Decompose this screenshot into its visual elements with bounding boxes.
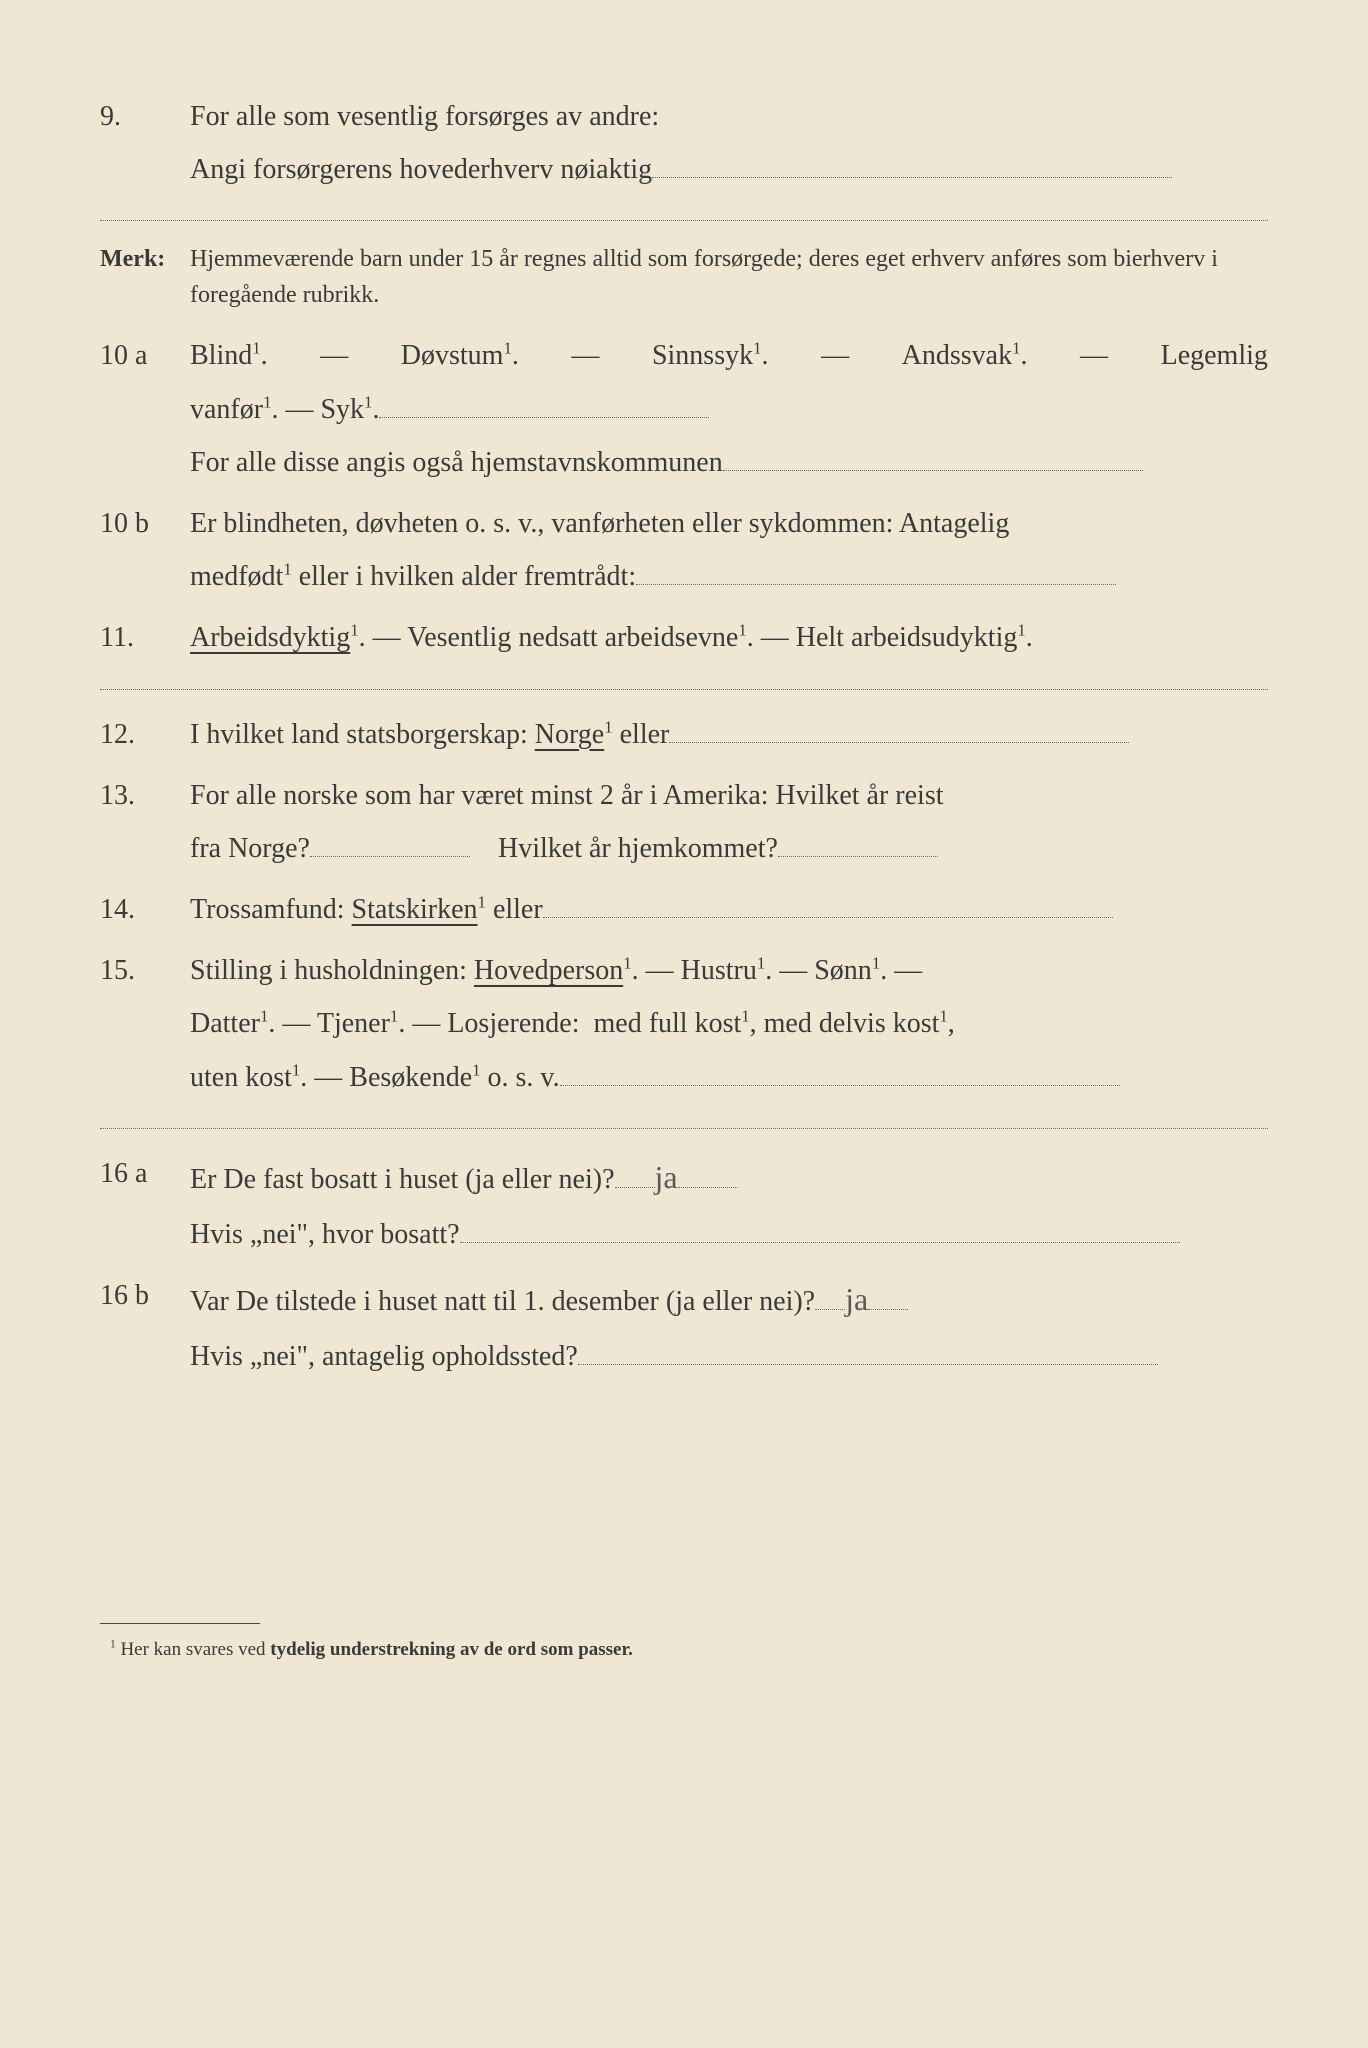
footnote: 1 Her kan svares ved tydelig understrekn… [100, 1632, 1268, 1668]
text-line: medfødt1 eller i hvilken alder fremtrådt… [190, 550, 1268, 603]
question-9: 9. For alle som vesentlig forsørges av a… [100, 90, 1268, 196]
fill-line [815, 1282, 845, 1310]
divider [100, 1128, 1268, 1129]
question-body: Stilling i husholdningen: Hovedperson1. … [190, 944, 1268, 1104]
merk-label: Merk: [100, 241, 190, 313]
fill-line [460, 1215, 1180, 1243]
fill-line [678, 1160, 738, 1188]
text-line: Hvis „nei", hvor bosatt? [190, 1208, 1268, 1261]
fill-line [560, 1058, 1120, 1086]
fill-line [379, 390, 709, 418]
fill-line [578, 1337, 1158, 1365]
question-body: Arbeidsdyktig1. — Vesentlig nedsatt arbe… [190, 611, 1268, 664]
question-body: Er De fast bosatt i huset (ja eller nei)… [190, 1147, 1268, 1261]
question-13: 13. For alle norske som har været minst … [100, 769, 1268, 875]
text-line: Er blindheten, døvheten o. s. v., vanfør… [190, 497, 1268, 550]
text-line: Datter1. — Tjener1. — Losjerende: med fu… [190, 997, 1268, 1050]
fill-line [652, 150, 1172, 178]
question-body: Er blindheten, døvheten o. s. v., vanfør… [190, 497, 1268, 603]
fill-line [669, 715, 1129, 743]
question-16b: 16 b Var De tilstede i huset natt til 1.… [100, 1269, 1268, 1383]
question-10b: 10 b Er blindheten, døvheten o. s. v., v… [100, 497, 1268, 603]
question-15: 15. Stilling i husholdningen: Hovedperso… [100, 944, 1268, 1104]
fill-line [723, 443, 1143, 471]
question-10a: 10 a Blind1. — Døvstum1. — Sinnssyk1. — … [100, 329, 1268, 489]
question-number: 12. [100, 708, 190, 761]
question-11: 11. Arbeidsdyktig1. — Vesentlig nedsatt … [100, 611, 1268, 664]
fill-line [868, 1282, 908, 1310]
fill-line [778, 829, 938, 857]
text-line: Stilling i husholdningen: Hovedperson1. … [190, 944, 1268, 997]
question-number: 11. [100, 611, 190, 664]
divider [100, 689, 1268, 690]
question-12: 12. I hvilket land statsborgerskap: Norg… [100, 708, 1268, 761]
text-line: Var De tilstede i huset natt til 1. dese… [190, 1269, 1268, 1330]
fill-line [636, 557, 1116, 585]
question-number: 14. [100, 883, 190, 936]
divider [100, 220, 1268, 221]
text-line: For alle som vesentlig forsørges av andr… [190, 90, 1268, 143]
underlined-option: Norge [535, 719, 604, 750]
text-line: Blind1. — Døvstum1. — Sinnssyk1. — Andss… [190, 329, 1268, 382]
text-line: Angi forsørgerens hovederhverv nøiaktig [190, 143, 1268, 196]
question-body: For alle som vesentlig forsørges av andr… [190, 90, 1268, 196]
footnote-separator [100, 1623, 260, 1624]
underlined-option: Arbeidsdyktig [190, 622, 350, 653]
text-line: Er De fast bosatt i huset (ja eller nei)… [190, 1147, 1268, 1208]
text-line: fra Norge? Hvilket år hjemkommet? [190, 822, 1268, 875]
question-body: Var De tilstede i huset natt til 1. dese… [190, 1269, 1268, 1383]
text-line: For alle norske som har været minst 2 år… [190, 769, 1268, 822]
handwritten-answer: ja [655, 1159, 678, 1195]
question-number: 15. [100, 944, 190, 1104]
question-body: I hvilket land statsborgerskap: Norge1 e… [190, 708, 1268, 761]
underlined-option: Hovedperson [474, 955, 623, 986]
question-number: 10 a [100, 329, 190, 489]
question-16a: 16 a Er De fast bosatt i huset (ja eller… [100, 1147, 1268, 1261]
fill-line [543, 890, 1113, 918]
fill-line [310, 829, 470, 857]
text-line: vanfør1. — Syk1. [190, 383, 1268, 436]
handwritten-answer: ja [845, 1281, 868, 1317]
question-body: For alle norske som har været minst 2 år… [190, 769, 1268, 875]
question-number: 9. [100, 90, 190, 196]
fill-line [615, 1160, 655, 1188]
question-number: 13. [100, 769, 190, 875]
question-body: Blind1. — Døvstum1. — Sinnssyk1. — Andss… [190, 329, 1268, 489]
text-line: Hvis „nei", antagelig opholdssted? [190, 1330, 1268, 1383]
text-line: uten kost1. — Besøkende1 o. s. v. [190, 1051, 1268, 1104]
underlined-option: Statskirken [352, 894, 478, 925]
question-number: 10 b [100, 497, 190, 603]
question-body: Trossamfund: Statskirken1 eller [190, 883, 1268, 936]
merk-text: Hjemmeværende barn under 15 år regnes al… [190, 241, 1268, 313]
question-number: 16 a [100, 1147, 190, 1261]
question-14: 14. Trossamfund: Statskirken1 eller [100, 883, 1268, 936]
text-line: For alle disse angis også hjemstavnskomm… [190, 436, 1268, 489]
question-number: 16 b [100, 1269, 190, 1383]
merk-note: Merk: Hjemmeværende barn under 15 år reg… [100, 241, 1268, 313]
